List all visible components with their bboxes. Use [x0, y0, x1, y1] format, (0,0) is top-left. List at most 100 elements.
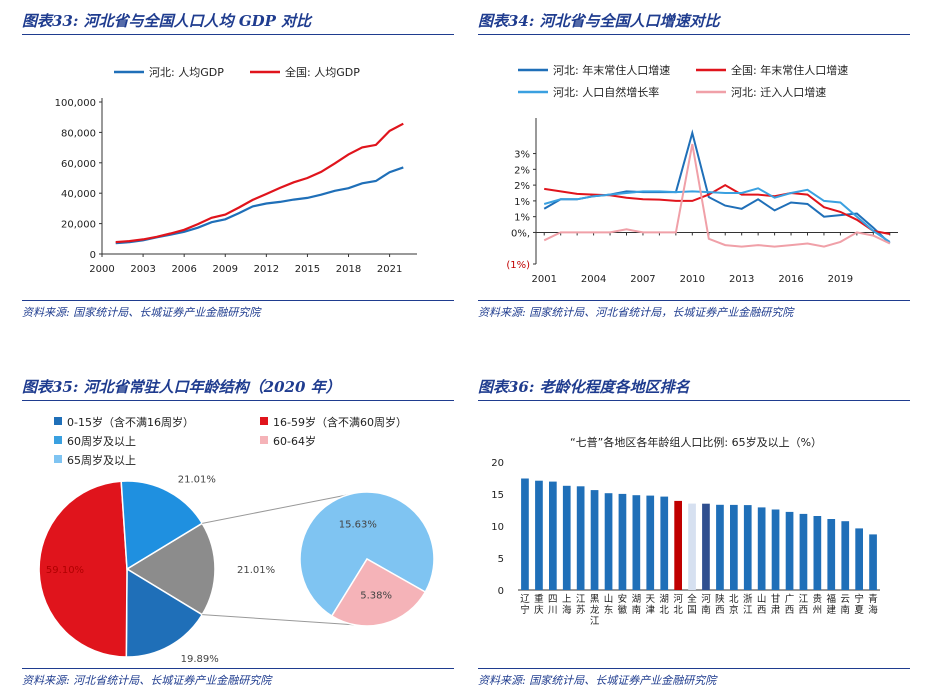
x-tick-label: 湖南 — [632, 594, 642, 616]
x-tick-label: 2018 — [336, 264, 361, 275]
bar-17 — [743, 505, 752, 590]
legend-label-1: 河北: 人均GDP — [149, 66, 224, 79]
y-tick-label: 1% — [514, 213, 530, 224]
y-tick-label: 40,000 — [61, 189, 96, 200]
series-line-3 — [543, 187, 891, 243]
legend-label-2: 全国: 年末常住人口增速 — [731, 63, 848, 77]
x-tick-label: 上海 — [562, 594, 572, 616]
x-tick-label: 2007 — [630, 274, 655, 285]
chart-34-title-rule — [478, 34, 910, 35]
pie-slice-2 — [38, 480, 128, 658]
legend-swatch-2 — [260, 417, 268, 425]
bar-15 — [716, 504, 724, 590]
legend-label-1: 0-15岁（含不满16周岁） — [67, 415, 194, 429]
y-tick-label: 15 — [491, 490, 504, 501]
bar-13 — [688, 503, 696, 590]
x-tick-label: 2016 — [778, 274, 803, 285]
bar-5 — [576, 486, 585, 590]
chart-33-source-rule — [22, 300, 454, 301]
chart-34-title: 图表34: 河北省与全国人口增速对比 — [478, 12, 720, 30]
x-tick-label: 贵州 — [813, 593, 823, 616]
sub-pie-label-2: 5.38% — [360, 591, 392, 602]
bar-26 — [869, 534, 877, 590]
y-tick-label: 3% — [514, 150, 530, 161]
y-tick-label: 20 — [491, 458, 504, 469]
x-tick-label: 2009 — [213, 264, 238, 275]
chart-33-title-rule — [22, 34, 454, 35]
x-tick-label: 2012 — [254, 264, 279, 275]
legend-swatch-1 — [54, 417, 62, 425]
chart-35-source-rule — [22, 668, 454, 669]
x-tick-label: 黑龙江 — [590, 594, 600, 627]
x-tick-label: 青海 — [868, 593, 878, 616]
y-tick-label: 10 — [491, 522, 504, 533]
pie-label-4: 21.01% — [237, 565, 275, 576]
legend-label-4: 河北: 迁入人口增速 — [731, 85, 826, 99]
x-tick-label: 2006 — [171, 264, 196, 275]
chart-34-source-rule — [478, 300, 910, 301]
y-tick-label: 0%, — [511, 228, 530, 239]
x-tick-label: 2013 — [729, 274, 754, 285]
chart-36-source-rule — [478, 668, 910, 669]
series-line-1 — [115, 166, 404, 245]
chart-35-title-rule — [22, 400, 454, 401]
y-tick-label: 60,000 — [61, 159, 96, 170]
bar-24 — [841, 521, 850, 590]
pie-label-1: 19.89% — [181, 654, 219, 665]
bar-8 — [618, 493, 627, 590]
x-tick-label: 浙江 — [743, 593, 753, 616]
legend-label-2: 全国: 人均GDP — [285, 65, 360, 79]
x-tick-label: 重庆 — [534, 593, 544, 616]
bar-14 — [702, 503, 710, 590]
pie-slice-3 — [120, 480, 204, 571]
pie-label-3: 21.01% — [178, 475, 216, 486]
x-tick-label: 2010 — [680, 274, 705, 285]
bar-16 — [730, 504, 738, 590]
chart-36-aging-bar: “七普”各地区各年龄组人口比例: 65岁及以上（%） 0 5 10 15 20 辽宁重庆四川… — [491, 435, 880, 627]
bar-20 — [785, 511, 794, 590]
bar-23 — [827, 519, 836, 590]
bar-3 — [549, 481, 557, 590]
chart-36-source: 资料来源: 国家统计局、长城证券产业金融研究院 — [478, 674, 717, 687]
x-tick-label: 2004 — [581, 274, 606, 285]
x-tick-label: 云南 — [840, 594, 850, 616]
x-tick-label: 广西 — [785, 593, 795, 616]
connector-line-top — [202, 492, 358, 524]
y-tick-label: 0 — [498, 586, 504, 597]
legend-label-4: 60-64岁 — [273, 434, 316, 448]
legend-swatch-3 — [54, 436, 62, 444]
x-tick-label: 2019 — [828, 274, 853, 285]
x-tick-label: 2015 — [295, 264, 320, 275]
chart-36-title-rule — [478, 400, 910, 401]
bar-12 — [674, 500, 682, 590]
bar-1 — [521, 478, 529, 590]
x-tick-label: 2021 — [377, 264, 402, 275]
x-tick-label: 山西 — [757, 594, 767, 616]
y-tick-label: 5 — [498, 554, 504, 565]
bar-22 — [813, 516, 822, 590]
legend-label-3: 60周岁及以上 — [67, 434, 136, 448]
x-tick-label: 湖北 — [659, 594, 669, 616]
x-tick-label: 四川 — [548, 594, 558, 616]
chart-33-source: 资料来源: 国家统计局、长城证券产业金融研究院 — [22, 306, 261, 319]
sub-pie-label-1: 15.63% — [339, 519, 377, 530]
y-tick-label: 2% — [514, 181, 530, 192]
chart-33-title: 图表33: 河北省与全国人口人均 GDP 对比 — [22, 12, 312, 30]
legend-swatch-4 — [260, 436, 268, 444]
y-tick-label: 2% — [514, 165, 530, 176]
pie-label-2: 59.10% — [46, 565, 84, 576]
connector-line-bottom — [202, 614, 358, 626]
x-tick-label: 北京 — [729, 594, 739, 616]
bar-4 — [562, 485, 571, 590]
chart-35-source: 资料来源: 河北省统计局、长城证券产业金融研究院 — [22, 674, 272, 687]
x-tick-label: 河南 — [701, 593, 711, 616]
x-tick-label: 安徽 — [618, 593, 628, 616]
legend-label-5: 65周岁及以上 — [67, 453, 136, 467]
bar-6 — [590, 490, 599, 590]
y-tick-label: 0 — [90, 250, 96, 261]
bar-7 — [604, 493, 613, 590]
x-tick-label: 江苏 — [576, 594, 586, 616]
x-tick-label: 河北 — [673, 593, 683, 616]
bar-2 — [535, 480, 543, 590]
chart-35-age-pie: 0-15岁（含不满16周岁） 16-59岁（含不满60周岁） 60周岁及以上 60-6… — [38, 415, 435, 665]
